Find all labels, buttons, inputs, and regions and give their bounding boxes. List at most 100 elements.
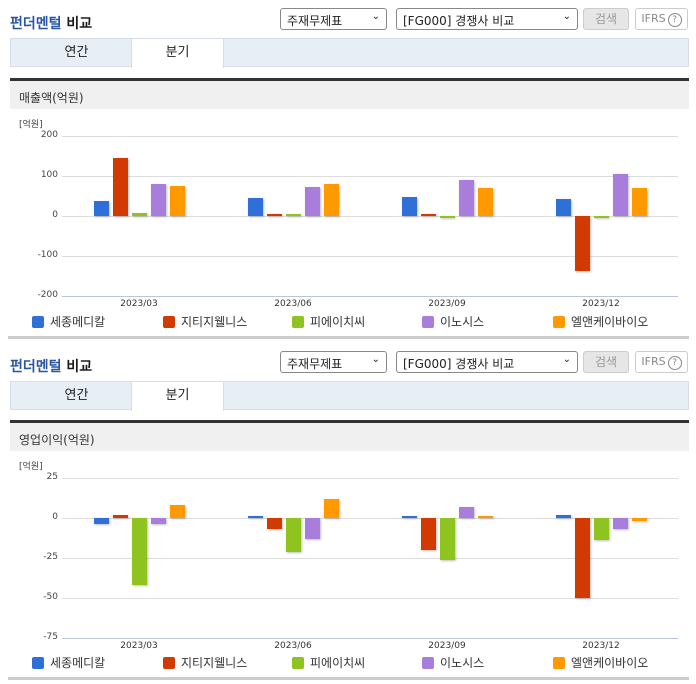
bar[interactable] <box>574 518 590 598</box>
bar[interactable] <box>150 184 166 216</box>
bar[interactable] <box>458 180 474 216</box>
period-tabs: 연간 분기 <box>10 38 689 68</box>
ifrs-help-button[interactable]: IFRS? <box>635 351 688 373</box>
legend-swatch-icon <box>292 657 304 669</box>
bar[interactable] <box>401 197 417 216</box>
bar[interactable] <box>593 215 609 218</box>
bar[interactable] <box>612 518 628 530</box>
bar[interactable] <box>420 518 436 550</box>
legend-item[interactable]: 세종메디칼 <box>32 313 105 330</box>
gridline <box>62 176 678 177</box>
legend-label: 지티지웰니스 <box>181 315 248 329</box>
divider <box>8 336 689 339</box>
chevron-down-icon: ⌄ <box>371 354 380 365</box>
fundamental-panel-revenue: 펀더멘털 비교 주재무제표 ⌄ [FG000] 경쟁사 비교 ⌄ 검색 IFRS? … <box>0 0 696 309</box>
legend-item[interactable]: 이노시스 <box>422 654 484 671</box>
bar[interactable] <box>593 518 609 541</box>
bar[interactable] <box>612 174 628 216</box>
bar[interactable] <box>439 215 455 218</box>
ifrs-help-button[interactable]: IFRS? <box>635 8 688 30</box>
bar[interactable] <box>420 214 436 217</box>
legend-label: 세종메디칼 <box>50 656 106 670</box>
legend-item[interactable]: 엘앤케이바이오 <box>553 313 648 330</box>
x-tick-label: 2023/06 <box>274 299 312 309</box>
bar[interactable] <box>458 506 474 518</box>
unit-label: [억원] <box>19 462 43 472</box>
bar[interactable] <box>285 214 301 217</box>
panel-header: 펀더멘털 비교 주재무제표 ⌄ [FG000] 경쟁사 비교 ⌄ 검색 IFRS? <box>0 0 696 38</box>
legend-label: 이노시스 <box>440 315 485 329</box>
legend-item[interactable]: 이노시스 <box>422 313 484 330</box>
legend-item[interactable]: 지티지웰니스 <box>163 313 247 330</box>
bar[interactable] <box>555 199 571 216</box>
legend-swatch-icon <box>422 316 434 328</box>
statement-type-select[interactable]: 주재무제표 ⌄ <box>280 351 387 373</box>
bar[interactable] <box>323 184 339 216</box>
x-tick-label: 2023/12 <box>582 641 620 651</box>
bar[interactable] <box>477 188 493 216</box>
legend-swatch-icon <box>32 316 44 328</box>
chevron-down-icon: ⌄ <box>562 11 571 22</box>
bar[interactable] <box>477 516 493 519</box>
legend-swatch-icon <box>422 657 434 669</box>
legend-item[interactable]: 피에이치씨 <box>292 654 365 671</box>
tab-quarterly[interactable]: 분기 <box>131 382 224 411</box>
y-tick-label: 100 <box>40 170 58 180</box>
bar[interactable] <box>131 212 147 216</box>
legend-label: 엘앤케이바이오 <box>571 656 649 670</box>
bar[interactable] <box>631 518 647 522</box>
y-tick-label: 200 <box>40 130 58 140</box>
bar[interactable] <box>169 505 185 518</box>
bar[interactable] <box>150 518 166 525</box>
bar[interactable] <box>266 213 282 216</box>
tab-annual[interactable]: 연간 <box>64 45 89 60</box>
bar[interactable] <box>631 188 647 216</box>
bar[interactable] <box>304 518 320 539</box>
legend-item[interactable]: 지티지웰니스 <box>163 654 247 671</box>
y-tick-label: 0 <box>52 210 58 220</box>
gridline <box>62 136 678 137</box>
bar[interactable] <box>323 498 339 518</box>
panel-title: 펀더멘털 비교 <box>10 16 93 32</box>
legend-item[interactable]: 엘앤케이바이오 <box>553 654 648 671</box>
statement-type-select[interactable]: 주재무제표 ⌄ <box>280 8 387 30</box>
legend-item[interactable]: 피에이치씨 <box>292 313 365 330</box>
bar[interactable] <box>131 518 147 586</box>
bar[interactable] <box>93 518 109 525</box>
comparison-select[interactable]: [FG000] 경쟁사 비교 ⌄ <box>396 8 578 30</box>
bar[interactable] <box>112 514 128 518</box>
y-tick-label: -50 <box>43 592 58 602</box>
tab-quarterly[interactable]: 분기 <box>131 39 224 68</box>
panel-header: 펀더멘털 비교 주재무제표 ⌄ [FG000] 경쟁사 비교 ⌄ 검색 IFRS? <box>0 343 696 381</box>
metric-label: 영업이익(억원) <box>10 420 689 451</box>
y-tick-label: -100 <box>37 250 58 260</box>
search-button[interactable]: 검색 <box>583 351 629 373</box>
bar[interactable] <box>247 516 263 519</box>
comparison-select[interactable]: [FG000] 경쟁사 비교 ⌄ <box>396 351 578 373</box>
legend-swatch-icon <box>32 657 44 669</box>
bar[interactable] <box>574 216 590 272</box>
help-icon: ? <box>667 356 682 370</box>
search-button[interactable]: 검색 <box>583 8 629 30</box>
bar[interactable] <box>555 514 571 518</box>
bar[interactable] <box>112 158 128 216</box>
tab-annual[interactable]: 연간 <box>64 388 89 403</box>
bar[interactable] <box>401 516 417 519</box>
x-tick-label: 2023/09 <box>428 299 466 309</box>
bar[interactable] <box>247 198 263 216</box>
bar[interactable] <box>93 200 109 216</box>
bar[interactable] <box>439 518 455 560</box>
chart-legend: 세종메디칼 지티지웰니스 피에이치씨 이노시스 엘앤케이바이오 <box>0 654 696 674</box>
y-tick-label: -75 <box>43 632 58 642</box>
panel-title: 펀더멘털 비교 <box>10 359 93 375</box>
y-tick-label: -25 <box>43 552 58 562</box>
y-tick-label: 25 <box>46 472 58 482</box>
legend-item[interactable]: 세종메디칼 <box>32 654 105 671</box>
bar[interactable] <box>266 518 282 530</box>
bar[interactable] <box>285 518 301 552</box>
divider <box>8 677 689 680</box>
help-icon: ? <box>667 13 682 27</box>
bar[interactable] <box>304 187 320 216</box>
x-axis <box>62 638 678 639</box>
bar[interactable] <box>169 185 185 216</box>
